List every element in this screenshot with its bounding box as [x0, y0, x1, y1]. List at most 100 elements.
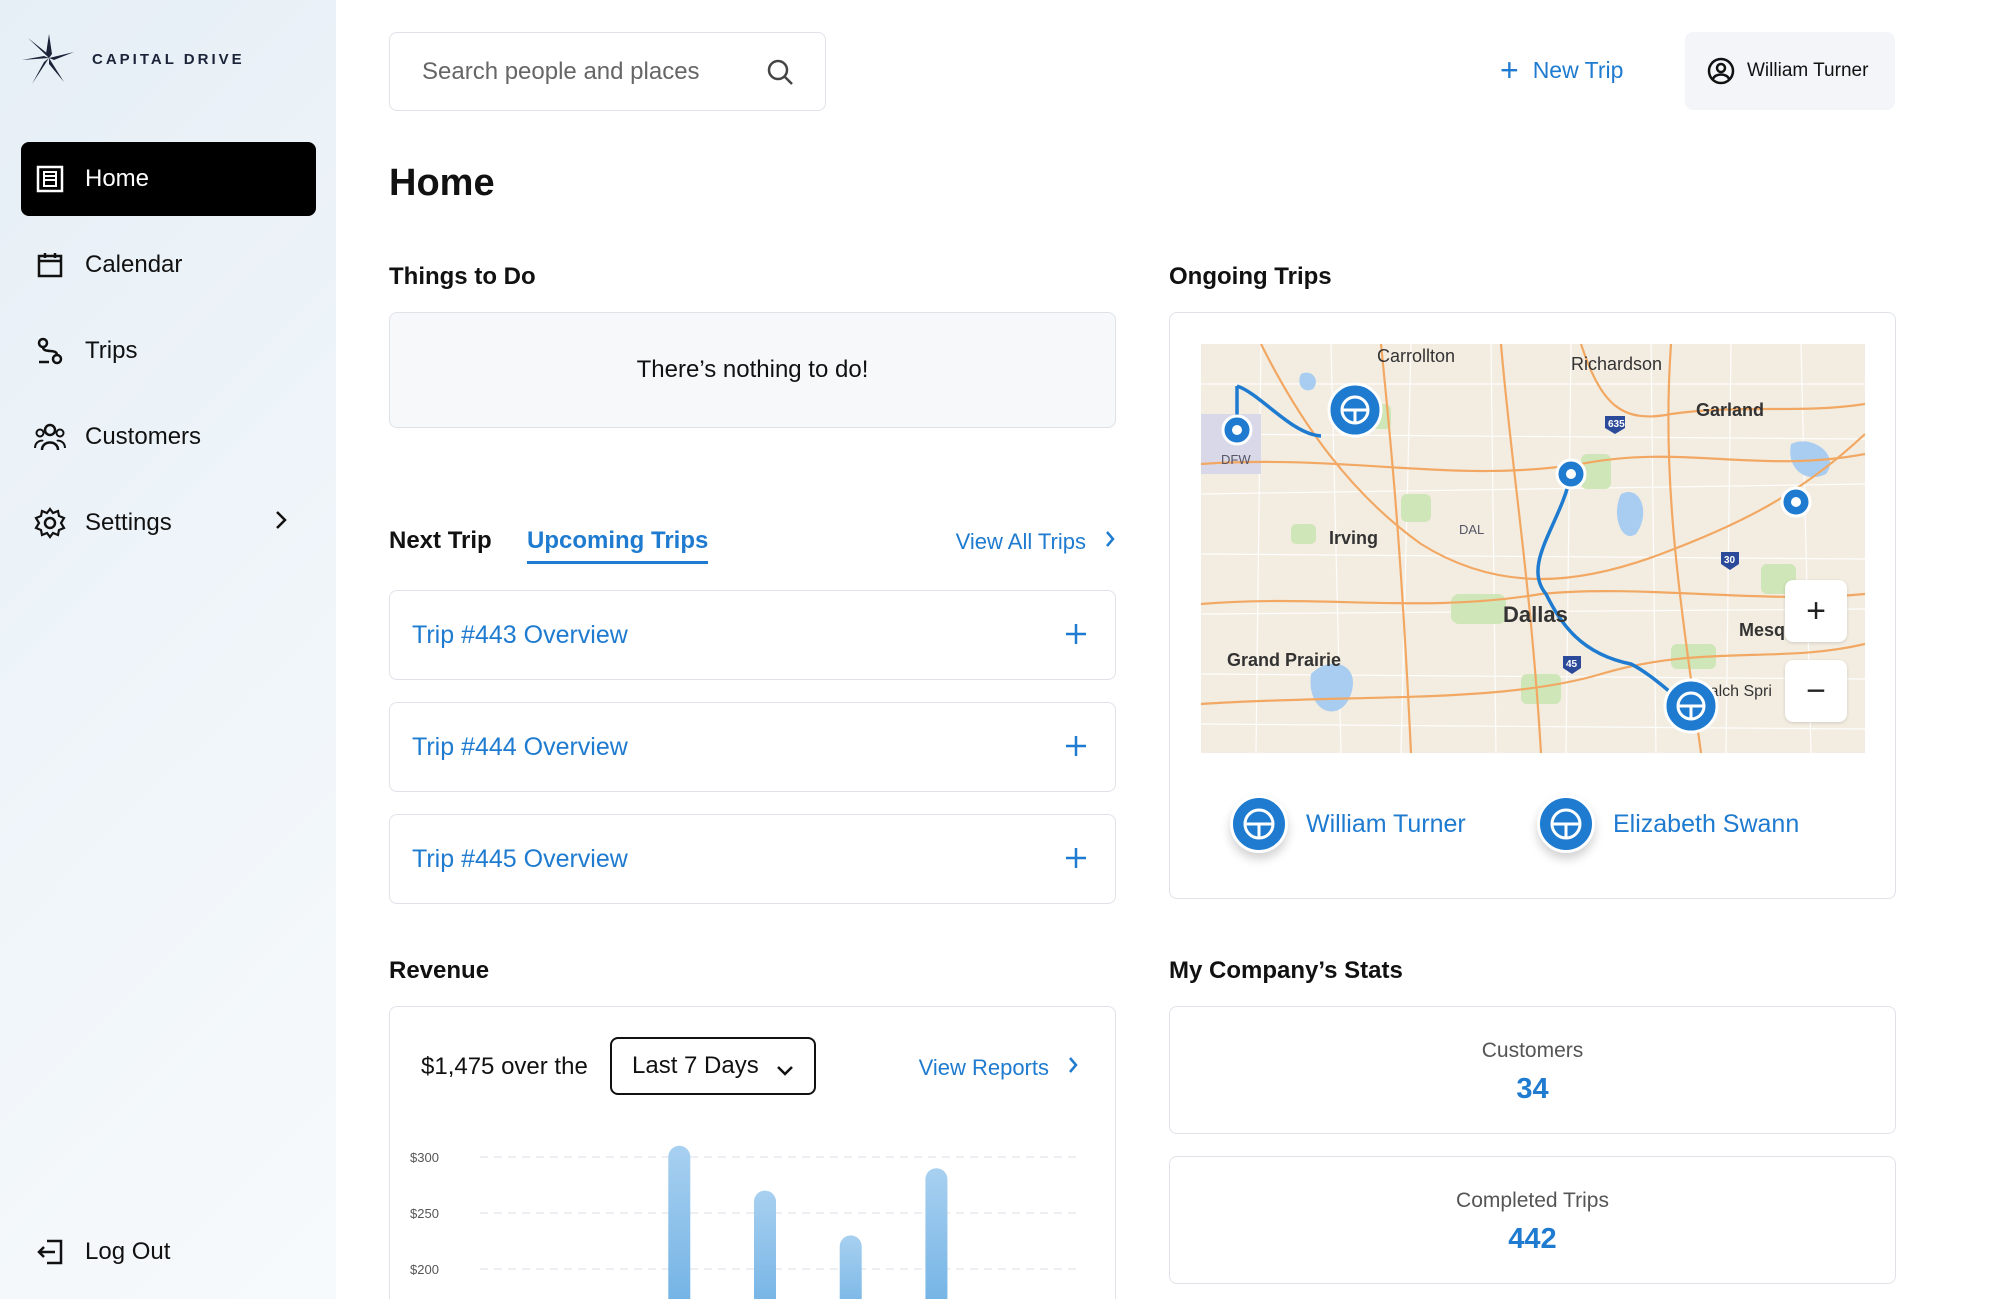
star-logo-icon — [22, 34, 74, 84]
people-icon — [33, 420, 67, 454]
map-label-dfw: DFW — [1221, 452, 1251, 467]
calendar-icon — [33, 248, 67, 282]
search-icon[interactable] — [765, 57, 795, 92]
driver-item[interactable]: William Turner — [1230, 795, 1466, 853]
stat-value: 442 — [1508, 1223, 1557, 1255]
tab-next-trip[interactable]: Next Trip — [389, 527, 492, 554]
chart-y-tick-label: $300 — [410, 1150, 439, 1165]
view-all-trips-label: View All Trips — [955, 529, 1086, 554]
sidebar-item-label: Customers — [85, 423, 202, 450]
chart-bar[interactable] — [925, 1168, 948, 1299]
hwy-45-label: 45 — [1566, 659, 1578, 670]
map-label-richardson: Richardson — [1571, 354, 1662, 374]
search-input[interactable] — [422, 57, 762, 86]
chart-y-tick-label: $250 — [410, 1206, 439, 1221]
map-label-dallas: Dallas — [1503, 602, 1568, 627]
stat-label: Completed Trips — [1456, 1189, 1609, 1212]
user-menu-button[interactable]: William Turner — [1685, 32, 1895, 110]
sidebar-item-home[interactable]: Home — [21, 142, 316, 216]
steering-wheel-icon — [1230, 795, 1288, 853]
map-label-grand-prairie: Grand Prairie — [1227, 650, 1341, 670]
revenue-card: $1,475 over the Last 7 Days View Reports… — [389, 1006, 1116, 1299]
chart-y-tick-label: $200 — [410, 1262, 439, 1277]
trip-row[interactable]: Trip #443 Overview — [389, 590, 1116, 680]
page-title: Home — [389, 162, 495, 204]
chevron-right-icon — [274, 509, 288, 538]
chart-bar[interactable] — [754, 1190, 776, 1299]
route-icon — [33, 334, 67, 368]
steering-wheel-icon[interactable] — [1663, 678, 1719, 734]
chart-bar[interactable] — [668, 1145, 691, 1299]
new-trip-label: New Trip — [1532, 56, 1624, 83]
sidebar: CAPITAL DRIVE Home Calendar Trips Custom… — [0, 0, 336, 1299]
map-canvas: Carrollton Richardson Garland DFW Irving… — [1201, 344, 1865, 753]
user-name: William Turner — [1747, 60, 1869, 81]
user-circle-icon — [1707, 57, 1735, 85]
driver-name: Elizabeth Swann — [1613, 809, 1800, 838]
stats-title: My Company’s Stats — [1169, 957, 1403, 984]
new-trip-button[interactable]: + New Trip — [1500, 54, 1623, 86]
map-pin-icon[interactable] — [1780, 486, 1812, 518]
search-box[interactable] — [389, 32, 826, 111]
hwy-635-label: 635 — [1608, 419, 1625, 430]
logout-button[interactable]: Log Out — [21, 1215, 316, 1289]
range-select[interactable]: Last 7 Days — [610, 1037, 816, 1095]
view-all-trips-link[interactable]: View All Trips — [956, 529, 1116, 555]
map-label-mesquite: Mesq — [1739, 620, 1785, 640]
chart-bar[interactable] — [839, 1235, 862, 1299]
hwy-30-label: 30 — [1724, 555, 1736, 566]
trip-row-label: Trip #445 Overview — [412, 844, 628, 873]
brand-name: CAPITAL DRIVE — [92, 50, 245, 68]
sidebar-item-label: Calendar — [85, 251, 183, 278]
range-select-value: Last 7 Days — [632, 1052, 759, 1079]
sidebar-item-trips[interactable]: Trips — [21, 314, 316, 388]
logout-label: Log Out — [85, 1238, 171, 1265]
trip-row-label: Trip #444 Overview — [412, 732, 628, 761]
sidebar-item-label: Settings — [85, 509, 172, 536]
revenue-summary: $1,475 over the — [421, 1053, 588, 1080]
trip-tabs: Next Trip Upcoming Trips View All Trips — [389, 527, 1116, 567]
zoom-in-button[interactable]: + — [1785, 580, 1847, 642]
ongoing-title: Ongoing Trips — [1169, 263, 1332, 290]
sidebar-item-calendar[interactable]: Calendar — [21, 228, 316, 302]
sidebar-item-label: Trips — [85, 337, 138, 364]
map-label-garland: Garland — [1696, 400, 1764, 420]
map-label-carrollton: Carrollton — [1377, 346, 1455, 366]
steering-wheel-icon[interactable] — [1327, 382, 1383, 438]
stat-label: Customers — [1481, 1039, 1584, 1062]
map-label-dal: DAL — [1459, 522, 1484, 537]
driver-name: William Turner — [1306, 809, 1466, 838]
trip-row[interactable]: Trip #445 Overview — [389, 814, 1116, 904]
view-reports-link[interactable]: View Reports — [919, 1055, 1079, 1081]
expand-plus-icon[interactable] — [1061, 731, 1091, 768]
todo-empty-text: There’s nothing to do! — [636, 356, 869, 383]
trip-map[interactable]: Carrollton Richardson Garland DFW Irving… — [1201, 344, 1865, 753]
gear-icon — [33, 506, 67, 540]
todo-card: There’s nothing to do! — [389, 312, 1116, 428]
stat-value: 34 — [1516, 1073, 1549, 1105]
tab-upcoming-trips[interactable]: Upcoming Trips — [527, 527, 709, 564]
driver-item[interactable]: Elizabeth Swann — [1537, 795, 1799, 853]
map-pin-icon[interactable] — [1555, 458, 1587, 490]
expand-plus-icon[interactable] — [1061, 843, 1091, 880]
zoom-out-button[interactable]: − — [1785, 660, 1847, 722]
stat-card-completed-trips: Completed Trips 442 — [1169, 1156, 1896, 1284]
plus-icon: + — [1500, 52, 1519, 88]
brand-logo[interactable]: CAPITAL DRIVE — [20, 30, 245, 88]
todo-title: Things to Do — [389, 263, 536, 290]
chevron-right-icon — [1067, 1055, 1079, 1081]
trip-row[interactable]: Trip #444 Overview — [389, 702, 1116, 792]
logout-icon — [33, 1235, 67, 1269]
steering-wheel-icon — [1537, 795, 1595, 853]
sidebar-item-settings[interactable]: Settings — [21, 486, 316, 560]
view-reports-label: View Reports — [918, 1055, 1049, 1080]
revenue-title: Revenue — [389, 957, 490, 984]
map-pin-icon[interactable] — [1221, 414, 1253, 446]
sidebar-item-customers[interactable]: Customers — [21, 400, 316, 474]
revenue-chart: $300 $250 $200 — [410, 1145, 1080, 1299]
expand-plus-icon[interactable] — [1061, 619, 1091, 656]
sidebar-item-label: Home — [85, 165, 150, 192]
chevron-right-icon — [1104, 529, 1116, 555]
ongoing-trips-card: Carrollton Richardson Garland DFW Irving… — [1169, 312, 1896, 899]
map-label-balch: Balch Spri — [1699, 683, 1772, 700]
